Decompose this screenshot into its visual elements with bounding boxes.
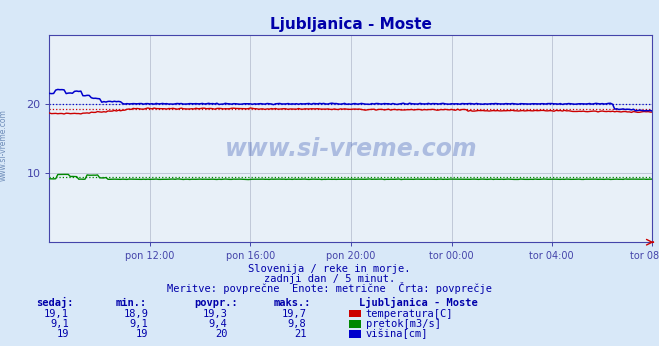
Text: Slovenija / reke in morje.: Slovenija / reke in morje.: [248, 264, 411, 274]
Text: www.si-vreme.com: www.si-vreme.com: [0, 109, 8, 181]
Text: 19: 19: [136, 329, 148, 339]
Text: 20: 20: [215, 329, 227, 339]
Text: 19,1: 19,1: [44, 309, 69, 319]
Text: višina[cm]: višina[cm]: [366, 329, 428, 339]
Text: min.:: min.:: [115, 298, 146, 308]
Text: 9,1: 9,1: [51, 319, 69, 329]
Text: 19: 19: [57, 329, 69, 339]
Text: Ljubljanica - Moste: Ljubljanica - Moste: [359, 297, 478, 308]
Text: temperatura[C]: temperatura[C]: [366, 309, 453, 319]
Text: 9,1: 9,1: [130, 319, 148, 329]
Text: maks.:: maks.:: [273, 298, 311, 308]
Text: 9,8: 9,8: [288, 319, 306, 329]
Text: 19,3: 19,3: [202, 309, 227, 319]
Text: Meritve: povprečne  Enote: metrične  Črta: povprečje: Meritve: povprečne Enote: metrične Črta:…: [167, 282, 492, 294]
Text: 21: 21: [294, 329, 306, 339]
Text: pretok[m3/s]: pretok[m3/s]: [366, 319, 441, 329]
Text: www.si-vreme.com: www.si-vreme.com: [225, 137, 477, 161]
Text: 18,9: 18,9: [123, 309, 148, 319]
Text: zadnji dan / 5 minut.: zadnji dan / 5 minut.: [264, 274, 395, 284]
Text: 9,4: 9,4: [209, 319, 227, 329]
Text: povpr.:: povpr.:: [194, 298, 238, 308]
Text: sedaj:: sedaj:: [36, 297, 74, 308]
Title: Ljubljanica - Moste: Ljubljanica - Moste: [270, 17, 432, 32]
Text: 19,7: 19,7: [281, 309, 306, 319]
